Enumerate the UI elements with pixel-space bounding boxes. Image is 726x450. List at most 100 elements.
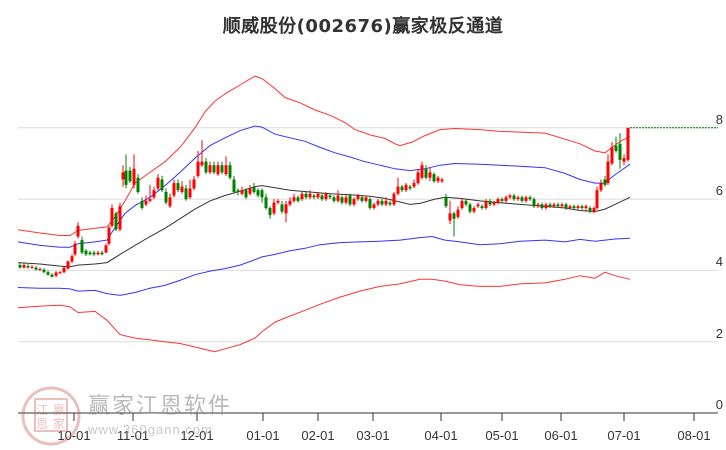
candle — [588, 208, 592, 212]
candle — [576, 206, 580, 209]
candle — [580, 206, 584, 209]
band-outer_upper — [17, 75, 631, 236]
candle — [292, 197, 296, 201]
candlesticks — [18, 127, 630, 278]
channel-bands — [17, 75, 631, 353]
candle — [599, 183, 603, 191]
candle — [626, 127, 630, 160]
candle — [104, 245, 108, 253]
candle — [312, 195, 316, 198]
y-tick-label: 0 — [715, 397, 723, 412]
candle — [436, 177, 440, 182]
candle — [73, 243, 77, 255]
band-inner_lower — [17, 235, 631, 296]
candle — [30, 266, 34, 268]
candle — [272, 202, 276, 214]
candle — [508, 195, 512, 198]
candle — [204, 161, 208, 173]
svg-text:家: 家 — [53, 416, 65, 431]
candle — [296, 197, 300, 201]
candle — [54, 272, 58, 276]
candle — [544, 204, 548, 209]
gridlines — [18, 127, 718, 343]
candle — [140, 200, 144, 209]
candle — [100, 252, 104, 255]
candle — [200, 161, 204, 166]
candle — [368, 199, 372, 209]
x-tick-label: 05-01 — [485, 428, 519, 443]
candle — [340, 197, 344, 203]
candle — [344, 197, 348, 203]
candle — [80, 240, 84, 253]
candle — [236, 190, 240, 192]
candle — [444, 197, 448, 207]
y-tick-label: 2 — [715, 325, 723, 341]
candle — [308, 193, 312, 198]
candle — [62, 267, 66, 273]
y-tick-label: 6 — [715, 183, 723, 199]
candle — [384, 200, 388, 205]
candle — [70, 256, 74, 262]
candle — [244, 190, 248, 198]
candle — [520, 197, 524, 201]
candle — [212, 165, 216, 173]
candle — [400, 186, 404, 191]
candle — [516, 197, 520, 200]
y-tick-label: 4 — [715, 254, 723, 270]
candle — [568, 206, 572, 209]
candle — [614, 145, 618, 151]
candle — [34, 267, 38, 270]
candle — [356, 195, 360, 200]
band-outer_lower — [17, 271, 631, 353]
x-axis — [18, 412, 718, 421]
candle — [121, 172, 125, 180]
watermark-url: www.360gann.com — [88, 422, 213, 437]
candle — [172, 183, 176, 196]
candle — [460, 200, 464, 209]
candle — [240, 190, 244, 194]
candle — [540, 204, 544, 209]
candle — [188, 188, 192, 198]
candle — [260, 190, 264, 198]
candle — [228, 165, 232, 178]
candle — [26, 266, 30, 268]
candle — [248, 188, 252, 194]
candle — [606, 161, 610, 184]
candle — [107, 227, 111, 244]
candle — [38, 268, 42, 270]
candle — [504, 197, 508, 201]
candle — [560, 204, 564, 207]
candle — [408, 186, 412, 189]
candle — [76, 225, 80, 237]
candle — [114, 213, 118, 230]
candle — [452, 213, 456, 219]
candle — [184, 188, 188, 200]
candle — [280, 204, 284, 212]
candle — [196, 161, 200, 176]
candle — [376, 200, 380, 205]
candle — [440, 179, 444, 182]
candle — [328, 195, 332, 198]
candle — [92, 252, 96, 255]
candle — [180, 186, 184, 192]
candle — [496, 199, 500, 203]
x-tick-label: 01-01 — [246, 428, 280, 443]
candle — [168, 197, 172, 207]
candle — [148, 199, 152, 201]
x-tick-label: 08-01 — [677, 428, 711, 443]
candle — [492, 202, 496, 205]
x-tick-label: 12-01 — [180, 428, 214, 443]
candle — [132, 168, 136, 185]
svg-text:赢: 赢 — [53, 402, 65, 417]
candle — [512, 195, 516, 200]
candle — [524, 197, 528, 201]
candle — [404, 184, 408, 191]
candle — [160, 179, 164, 191]
candle — [232, 179, 236, 192]
candle — [66, 261, 70, 269]
candle — [252, 186, 256, 192]
candle — [372, 204, 376, 209]
y-tick-label: 8 — [715, 111, 723, 127]
candle — [432, 174, 436, 182]
